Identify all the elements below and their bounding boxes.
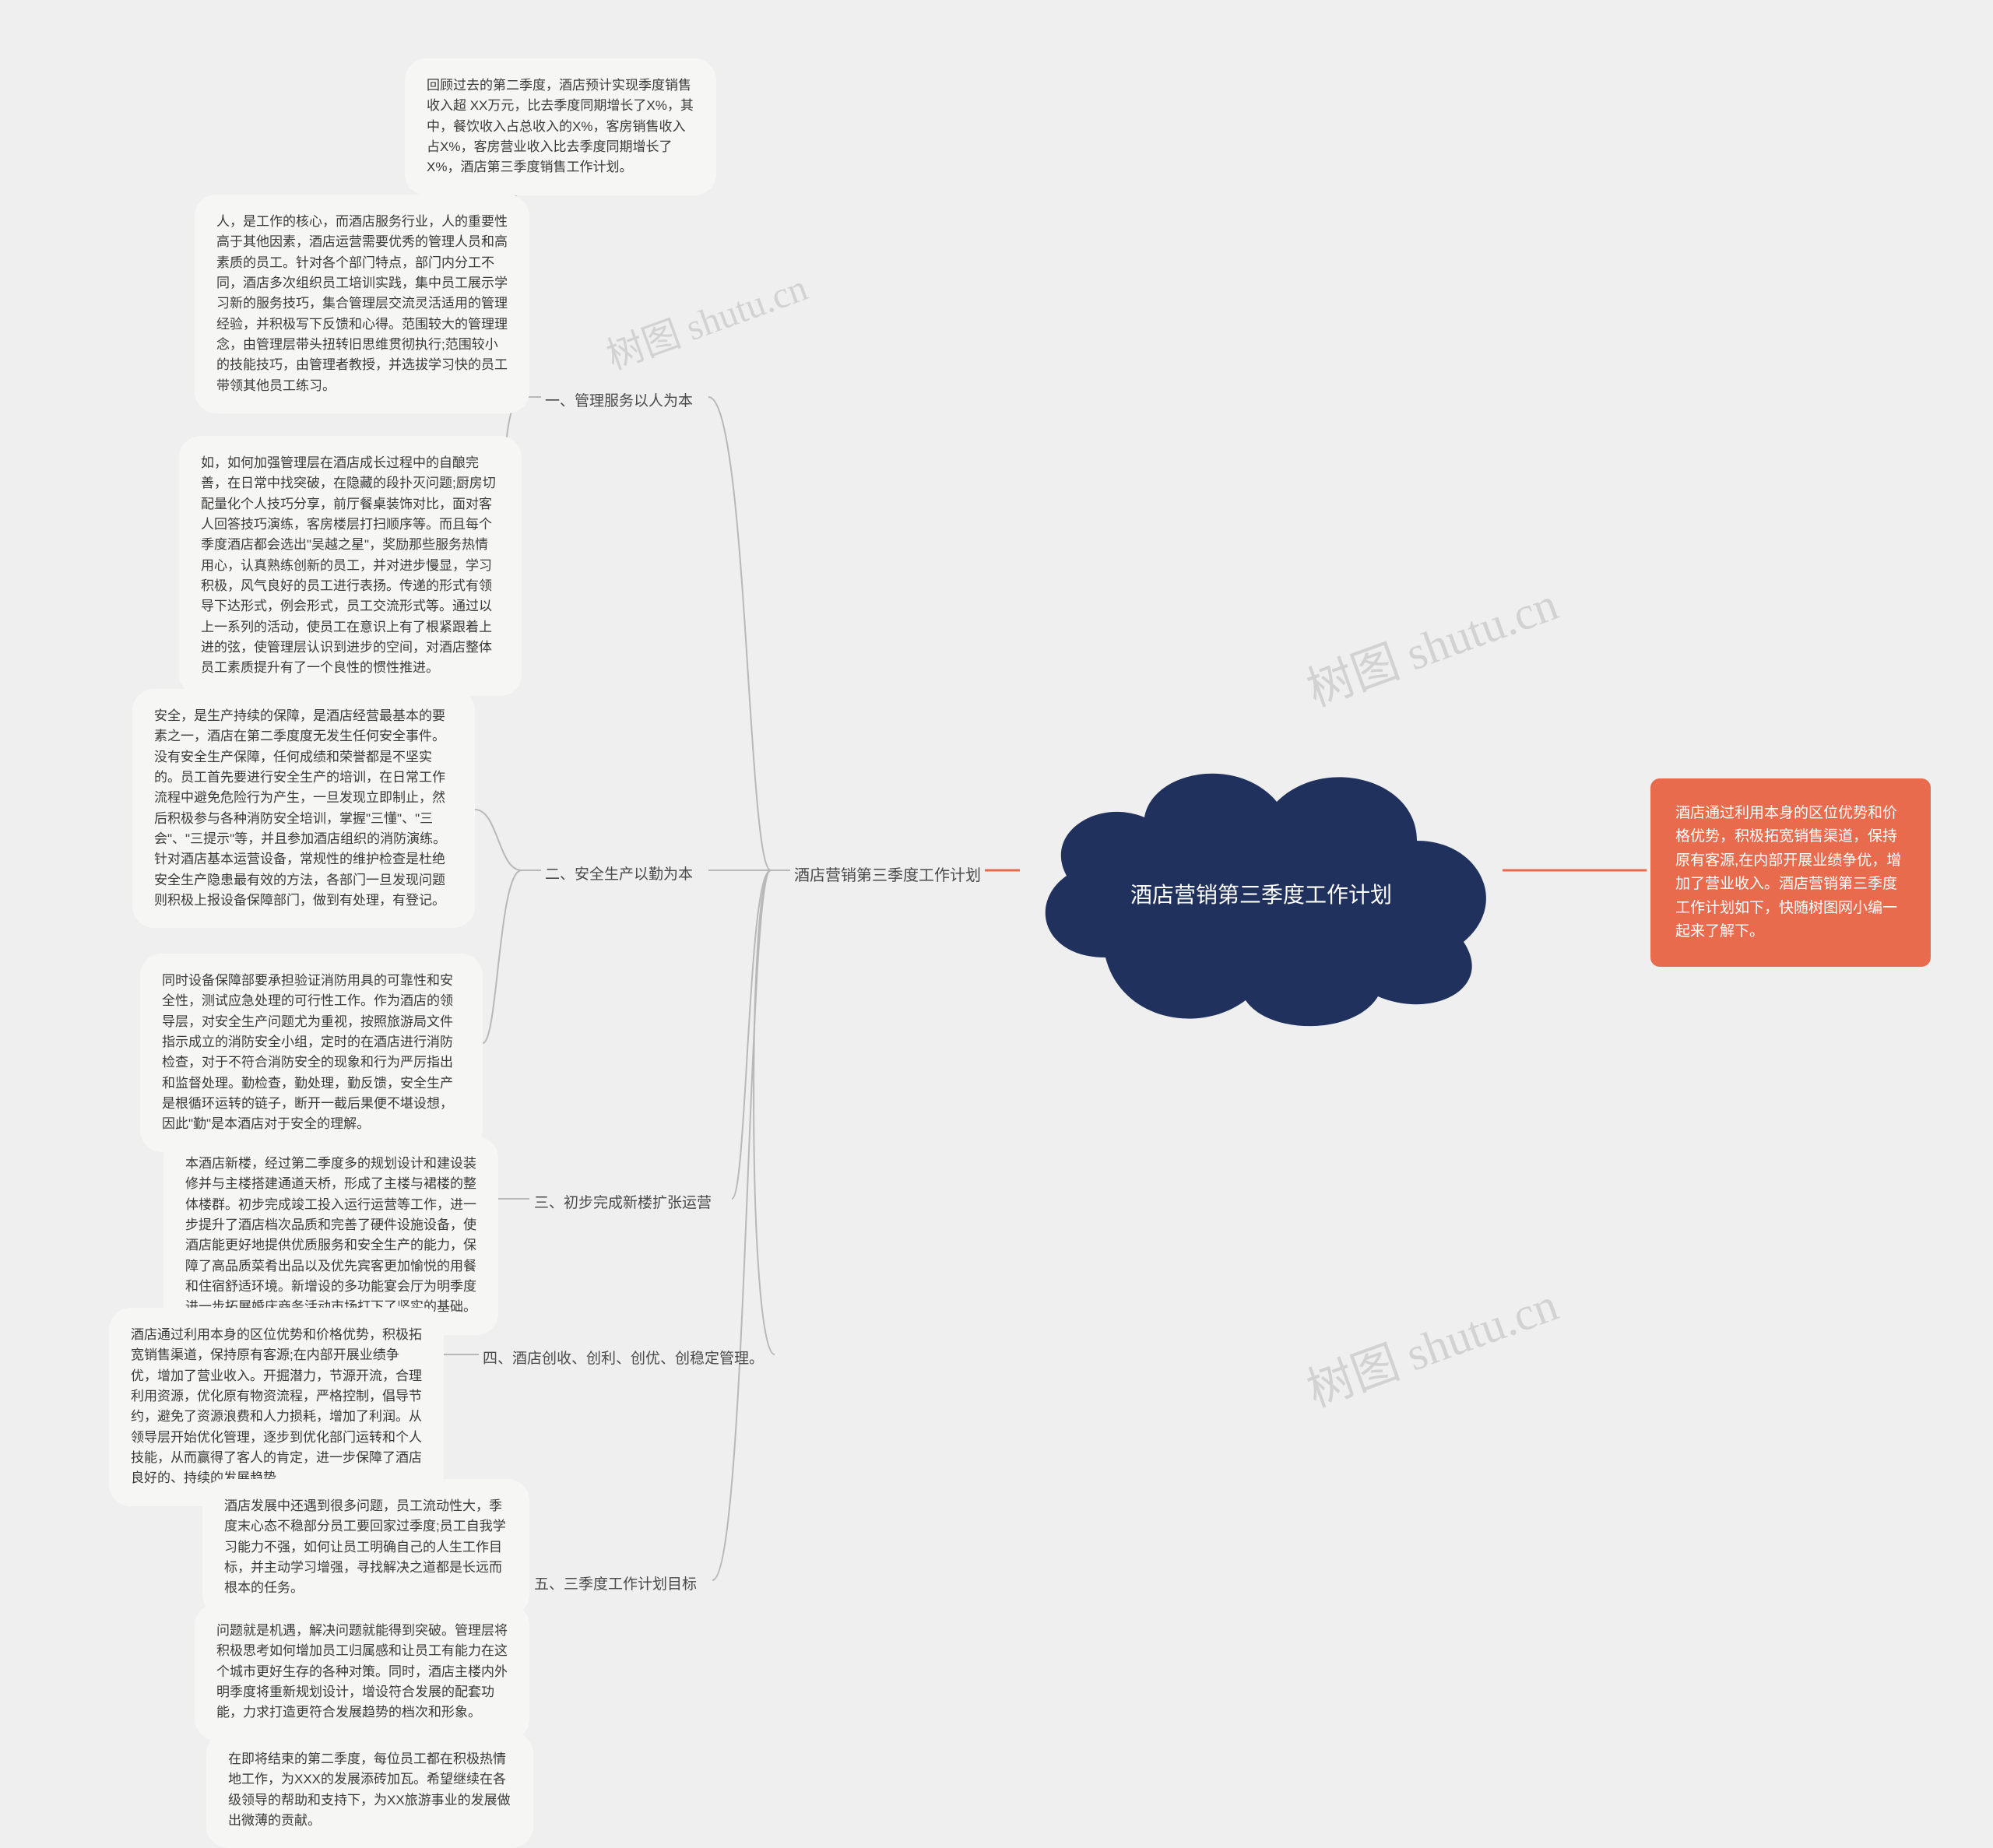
branch-label-1: 一、管理服务以人为本 <box>545 389 693 410</box>
leaf-node: 问题就是机遇，解决问题就能得到突破。管理层将积极思考如何增加员工归属感和让员工有… <box>195 1604 529 1741</box>
branch-label-5: 五、三季度工作计划目标 <box>534 1572 697 1593</box>
central-cloud: 酒店营销第三季度工作计划 <box>1012 724 1510 1035</box>
leaf-node: 本酒店新楼，经过第二季度多的规划设计和建设装修并与主楼搭建通道天桥，形成了主楼与… <box>163 1137 498 1335</box>
root-label: 酒店营销第三季度工作计划 <box>794 863 981 885</box>
leaf-node: 安全，是生产持续的保障，是酒店经营最基本的要素之一，酒店在第二季度度无发生任何安… <box>132 689 475 928</box>
cloud-title: 酒店营销第三季度工作计划 <box>1121 879 1401 912</box>
branch-label-4: 四、酒店创收、创利、创优、创稳定管理。 <box>483 1347 764 1368</box>
leaf-node: 酒店发展中还遇到很多问题，员工流动性大，季度末心态不稳部分员工要回家过季度;员工… <box>202 1479 529 1616</box>
leaf-node: 酒店通过利用本身的区位优势和价格优势，积极拓宽销售渠道，保持原有客源;在内部开展… <box>109 1308 444 1506</box>
branch-label-2: 二、安全生产以勤为本 <box>545 863 693 884</box>
watermark: 树图 shutu.cn <box>1296 566 1566 719</box>
leaf-node: 回顾过去的第二季度，酒店预计实现季度销售收入超 XX万元，比去季度同期增长了X%… <box>405 58 716 195</box>
watermark: 树图 shutu.cn <box>1296 1267 1566 1420</box>
leaf-node: 人，是工作的核心，而酒店服务行业，人的重要性高于其他因素，酒店运营需要优秀的管理… <box>195 195 529 413</box>
branch-label-3: 三、初步完成新楼扩张运营 <box>534 1191 712 1212</box>
watermark: 树图 shutu.cn <box>598 257 814 380</box>
leaf-node: 如，如何加强管理层在酒店成长过程中的自酿完善，在日常中找突破，在隐藏的段扑灭问题… <box>179 436 522 696</box>
summary-box: 酒店通过利用本身的区位优势和价格优势，积极拓宽销售渠道，保持原有客源,在内部开展… <box>1650 778 1931 967</box>
leaf-node: 同时设备保障部要承担验证消防用具的可靠性和安全性，测试应急处理的可行性工作。作为… <box>140 954 483 1152</box>
leaf-node: 在即将结束的第二季度，每位员工都在积极热情地工作，为XXX的发展添砖加瓦。希望继… <box>206 1732 533 1848</box>
mindmap-canvas: 树图 shutu.cn 树图 shutu.cn 树图 shutu.cn 树图 s… <box>0 0 1993 1754</box>
